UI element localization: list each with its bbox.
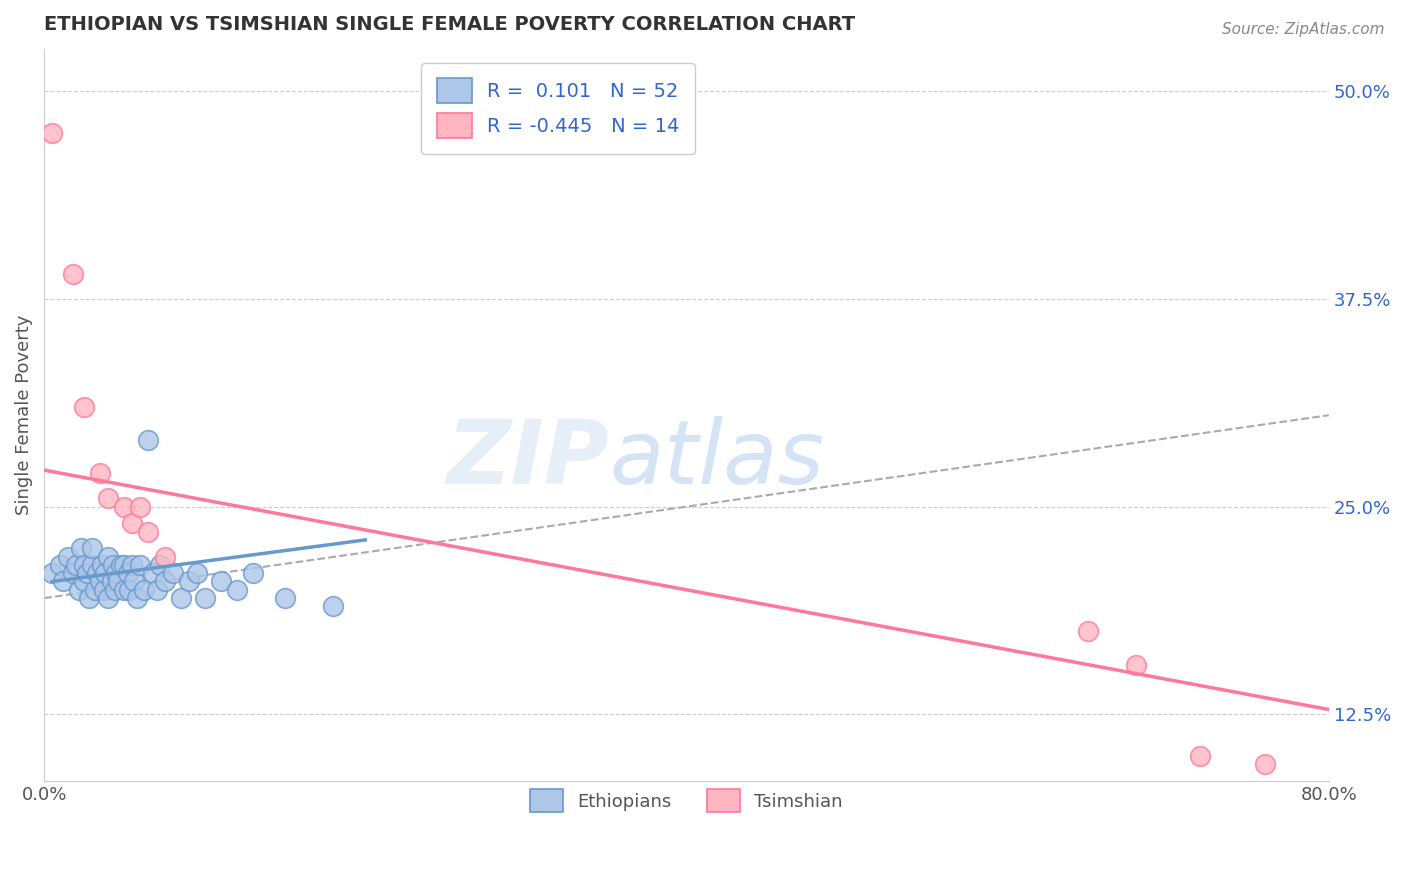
Point	[138, 524, 160, 539]
Point	[89, 574, 111, 589]
Point	[97, 591, 120, 606]
Point	[122, 574, 145, 589]
Point	[194, 591, 217, 606]
Point	[110, 558, 132, 572]
Point	[145, 582, 167, 597]
Point	[121, 558, 143, 572]
Point	[1189, 749, 1212, 764]
Y-axis label: Single Female Poverty: Single Female Poverty	[15, 315, 32, 516]
Point	[132, 582, 155, 597]
Text: Source: ZipAtlas.com: Source: ZipAtlas.com	[1222, 22, 1385, 37]
Point	[1125, 657, 1147, 672]
Point	[73, 574, 96, 589]
Point	[1077, 624, 1099, 639]
Point	[138, 433, 160, 447]
Point	[322, 599, 344, 614]
Text: ZIP: ZIP	[447, 416, 609, 502]
Point	[129, 558, 152, 572]
Point	[153, 574, 176, 589]
Point	[274, 591, 297, 606]
Point	[186, 566, 208, 581]
Point	[118, 582, 141, 597]
Point	[73, 400, 96, 414]
Point	[107, 574, 129, 589]
Point	[162, 566, 184, 581]
Point	[62, 267, 84, 281]
Point	[153, 549, 176, 564]
Point	[121, 516, 143, 531]
Point	[1253, 757, 1275, 772]
Point	[90, 558, 112, 572]
Point	[76, 566, 98, 581]
Legend: Ethiopians, Tsimshian: Ethiopians, Tsimshian	[516, 775, 858, 827]
Point	[89, 467, 111, 481]
Point	[97, 491, 120, 506]
Text: ETHIOPIAN VS TSIMSHIAN SINGLE FEMALE POVERTY CORRELATION CHART: ETHIOPIAN VS TSIMSHIAN SINGLE FEMALE POV…	[44, 15, 855, 34]
Point	[77, 591, 100, 606]
Point	[49, 558, 72, 572]
Point	[52, 574, 75, 589]
Point	[41, 566, 63, 581]
Point	[65, 558, 87, 572]
Point	[62, 566, 84, 581]
Point	[112, 558, 135, 572]
Point	[97, 549, 120, 564]
Point	[58, 549, 80, 564]
Point	[73, 558, 96, 572]
Point	[82, 541, 104, 556]
Point	[127, 591, 149, 606]
Point	[86, 566, 108, 581]
Point	[105, 566, 128, 581]
Point	[93, 582, 115, 597]
Point	[112, 500, 135, 514]
Text: atlas: atlas	[609, 416, 824, 502]
Point	[70, 541, 93, 556]
Point	[41, 126, 63, 140]
Point	[84, 582, 107, 597]
Point	[117, 566, 139, 581]
Point	[129, 500, 152, 514]
Point	[142, 566, 165, 581]
Point	[225, 582, 247, 597]
Point	[101, 558, 124, 572]
Point	[169, 591, 191, 606]
Point	[82, 558, 104, 572]
Point	[104, 582, 127, 597]
Point	[177, 574, 200, 589]
Point	[94, 566, 117, 581]
Point	[149, 558, 172, 572]
Point	[209, 574, 232, 589]
Point	[112, 582, 135, 597]
Point	[242, 566, 264, 581]
Point	[69, 582, 91, 597]
Point	[100, 574, 122, 589]
